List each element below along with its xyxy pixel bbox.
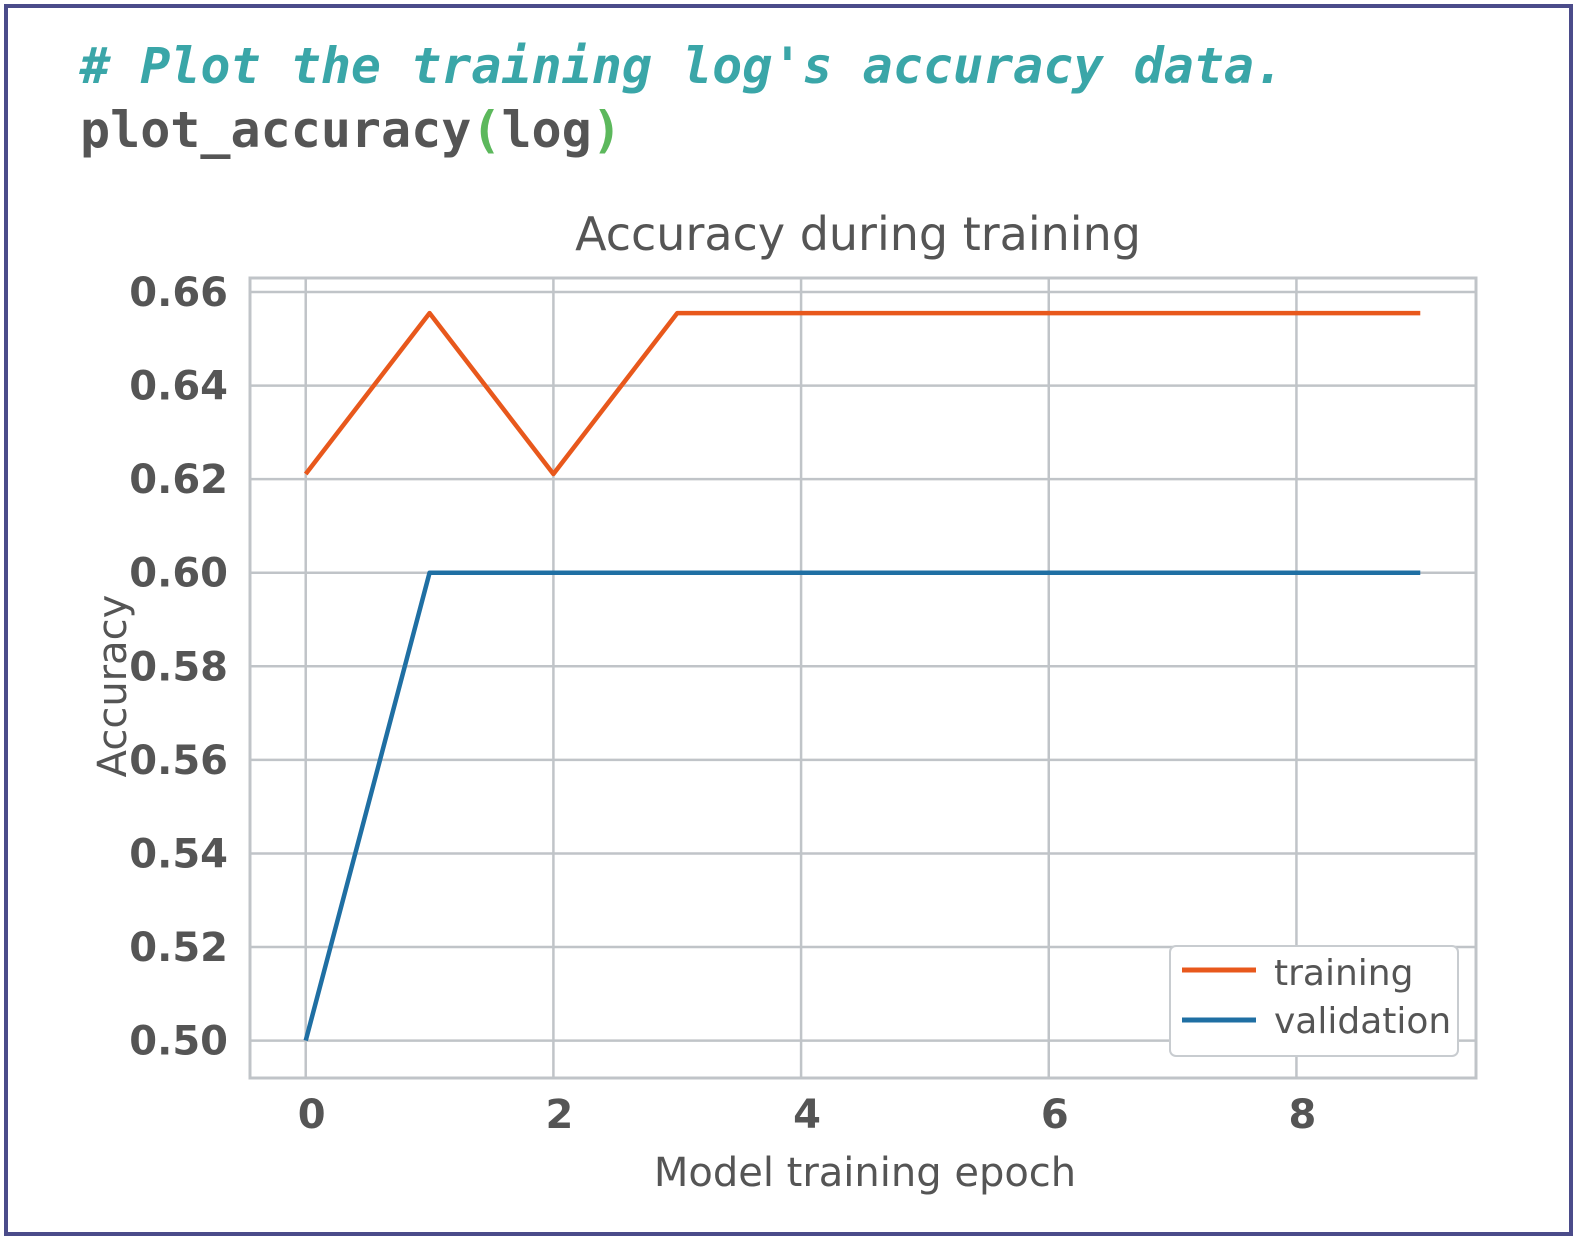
legend-label-validation: validation bbox=[1274, 1001, 1451, 1042]
y-tick-label: 0.62 bbox=[129, 457, 228, 503]
y-tick-label: 0.60 bbox=[129, 551, 228, 597]
y-tick-label: 0.66 bbox=[129, 270, 228, 316]
y-tick-label: 0.52 bbox=[129, 925, 228, 971]
code-comment: # Plot the training log's accuracy data. bbox=[80, 37, 1285, 95]
legend-label-training: training bbox=[1274, 953, 1413, 994]
x-axis-label: Model training epoch bbox=[654, 1150, 1076, 1196]
code-argument: log bbox=[501, 101, 592, 159]
series-line-training bbox=[303, 310, 1421, 477]
legend: training validation bbox=[1169, 945, 1459, 1057]
y-tick-label: 0.64 bbox=[129, 364, 228, 410]
code-cell: # Plot the training log's accuracy data.… bbox=[80, 34, 1284, 162]
series-lines bbox=[303, 310, 1421, 1042]
series-line-validation bbox=[303, 570, 1421, 1042]
x-tick-label: 8 bbox=[1289, 1092, 1317, 1138]
y-tick-label: 0.58 bbox=[129, 644, 228, 690]
x-tick-label: 2 bbox=[545, 1092, 573, 1138]
code-call: plot_accuracy(log) bbox=[80, 98, 1284, 162]
code-open-paren: ( bbox=[471, 101, 502, 159]
x-tick-label: 4 bbox=[793, 1092, 821, 1138]
x-tick-label: 6 bbox=[1041, 1092, 1069, 1138]
y-axis-label: Accuracy bbox=[90, 595, 136, 778]
legend-box bbox=[1169, 945, 1459, 1057]
code-function: plot_accuracy bbox=[80, 101, 472, 159]
y-tick-label: 0.56 bbox=[129, 738, 228, 784]
y-tick-label: 0.54 bbox=[129, 831, 228, 877]
tick-labels: 0.50 0.52 0.54 0.56 0.58 0.60 0.62 0.64 0.66 0 2 4 6… bbox=[129, 270, 1316, 1138]
y-tick-label: 0.50 bbox=[129, 1019, 228, 1065]
x-tick-label: 0 bbox=[298, 1092, 326, 1138]
code-close-paren: ) bbox=[591, 101, 622, 159]
plot-area-border bbox=[248, 276, 1478, 1080]
chart-title: Accuracy during training bbox=[575, 207, 1141, 261]
